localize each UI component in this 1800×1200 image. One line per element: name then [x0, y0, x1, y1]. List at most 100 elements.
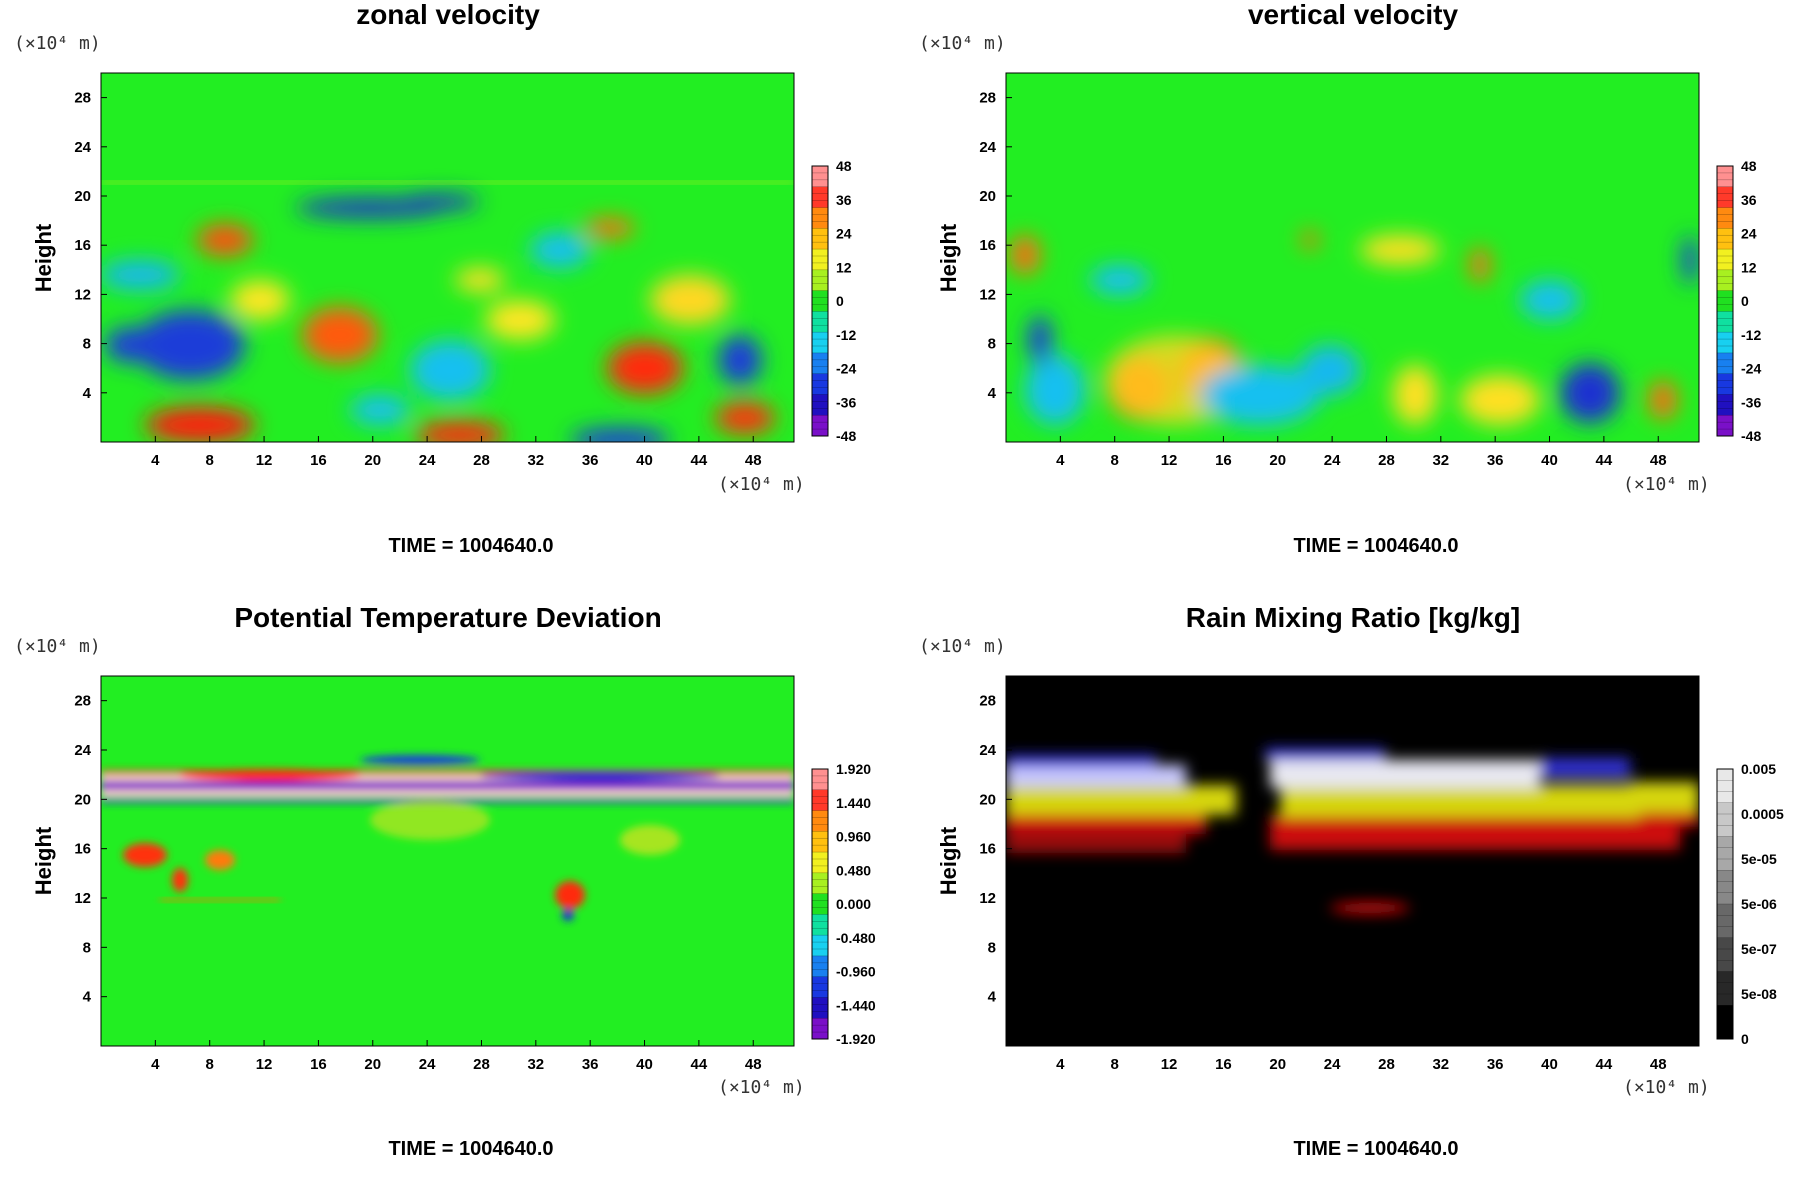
- x-tick-label: 40: [1541, 1056, 1558, 1073]
- y-tick-label: 24: [979, 742, 996, 759]
- colorbar-segment: [1717, 802, 1733, 837]
- plot-frame: [1005, 675, 1700, 1047]
- y-tick-label: 20: [74, 188, 91, 205]
- plot-frame: [100, 72, 795, 443]
- colorbar-label: 0: [836, 293, 844, 309]
- colorbar-frame: [811, 165, 829, 437]
- x-tick-label: 24: [1324, 452, 1341, 469]
- colorbar-label: -0.480: [836, 930, 876, 946]
- colorbar-label: 0.480: [836, 862, 871, 878]
- heatmap-field: [1006, 676, 1699, 1046]
- colorbar-segment: [1717, 332, 1733, 354]
- colorbar-segment: [812, 872, 828, 895]
- colorbar-segment: [1717, 311, 1733, 333]
- chart-title: Potential Temperature Deviation: [234, 602, 661, 633]
- y-tick-label: 8: [988, 336, 996, 353]
- chart-title: Rain Mixing Ratio [kg/kg]: [1186, 602, 1520, 633]
- colorbar-segment: [812, 810, 828, 832]
- colorbar-segment: [812, 789, 828, 812]
- colorbar-label: -24: [836, 361, 856, 377]
- colorbar-segment: [1717, 937, 1733, 972]
- panel-vertical-velocity: vertical velocity (×10⁴ m): [919, 0, 1761, 557]
- colorbar-segment: [1717, 352, 1733, 375]
- y-unit-label: (×10⁴ m): [919, 33, 1006, 54]
- time-label: TIME = 1004640.0: [1293, 1138, 1458, 1160]
- y-tick-label: 4: [83, 989, 92, 1006]
- colorbar-label: 0.960: [836, 829, 871, 845]
- y-tick-label: 16: [979, 237, 996, 254]
- y-tick-label: 12: [979, 286, 996, 303]
- y-axis-label: Height: [31, 223, 56, 292]
- colorbar: 48 36 24 12 0 -12 -24 -36 -48: [1716, 158, 1761, 444]
- colorbar-frame: [1716, 165, 1734, 437]
- colorbar-segment: [812, 1018, 828, 1040]
- colorbar-segment: [1717, 769, 1733, 804]
- x-tick-label: 16: [310, 1056, 327, 1073]
- x-tick-label: 32: [1432, 1056, 1449, 1073]
- y-tick-label: 12: [74, 286, 91, 303]
- colorbar-segment: [812, 935, 828, 957]
- colorbar-label: 0: [1741, 1031, 1749, 1047]
- colorbar-label: -36: [836, 394, 856, 410]
- y-axis-label: Height: [31, 826, 56, 895]
- y-tick-label: 24: [979, 139, 996, 156]
- x-tick-label: 32: [1432, 452, 1449, 469]
- y-tick-label: 24: [74, 742, 91, 759]
- colorbar-label: 5e-08: [1741, 986, 1777, 1002]
- colorbar-label: 48: [836, 158, 852, 174]
- x-tick-label: 12: [256, 452, 273, 469]
- x-tick-label: 12: [256, 1056, 273, 1073]
- x-tick-label: 28: [473, 1056, 490, 1073]
- y-tick-label: 16: [74, 841, 91, 858]
- x-tick-label: 24: [419, 1056, 436, 1073]
- x-tick-label: 4: [151, 452, 160, 469]
- colorbar-segment: [1717, 904, 1733, 939]
- y-tick-label: 12: [979, 890, 996, 907]
- x-unit-label: (×10⁴ m): [718, 474, 805, 495]
- colorbar-segment: [812, 269, 828, 292]
- x-tick-label: 16: [1215, 1056, 1232, 1073]
- panel-zonal-velocity: zonal velocity (×10⁴ m): [14, 0, 856, 557]
- colorbar-segment: [812, 373, 828, 395]
- x-tick-label: 16: [1215, 452, 1232, 469]
- y-unit-label: (×10⁴ m): [14, 33, 101, 54]
- colorbar-segment: [812, 394, 828, 416]
- colorbar-frame: [1716, 768, 1734, 1040]
- colorbar-label: -1.920: [836, 1031, 876, 1047]
- colorbar-segment: [812, 997, 828, 1019]
- colorbar-segment: [1717, 836, 1733, 871]
- chart-title: zonal velocity: [356, 0, 540, 30]
- heatmap-field: [101, 73, 794, 442]
- colorbar-segment: [812, 769, 828, 791]
- colorbar-segment: [812, 166, 828, 188]
- colorbar-segment: [812, 332, 828, 354]
- colorbar-label: 48: [1741, 158, 1757, 174]
- colorbar-label: 36: [836, 192, 852, 208]
- x-tick-label: 40: [636, 452, 653, 469]
- colorbar: 1.920 1.440 0.960 0.480 0.000 -0.480 -0.960 -1.…: [811, 761, 876, 1047]
- colorbar-label: 1.920: [836, 761, 871, 777]
- x-tick-label: 48: [1650, 1056, 1667, 1073]
- x-tick-label: 40: [1541, 452, 1558, 469]
- y-tick-label: 12: [74, 890, 91, 907]
- chart-title: vertical velocity: [1248, 0, 1459, 30]
- colorbar-label: -24: [1741, 361, 1761, 377]
- y-tick-label: 16: [979, 841, 996, 858]
- colorbar-label: 0.000: [836, 896, 871, 912]
- y-tick-label: 4: [988, 989, 997, 1006]
- x-tick-label: 8: [206, 1056, 214, 1073]
- x-tick-label: 36: [1487, 452, 1504, 469]
- x-tick-label: 36: [582, 452, 599, 469]
- colorbar-label: 5e-05: [1741, 851, 1777, 867]
- x-unit-label: (×10⁴ m): [1623, 474, 1710, 495]
- x-tick-label: 44: [1596, 1056, 1613, 1073]
- x-tick-label: 32: [527, 1056, 544, 1073]
- colorbar-label: 5e-07: [1741, 941, 1777, 957]
- x-tick-label: 20: [1269, 452, 1286, 469]
- colorbar-label: 36: [1741, 192, 1757, 208]
- y-tick-label: 28: [74, 90, 91, 107]
- colorbar-segment: [1717, 207, 1733, 229]
